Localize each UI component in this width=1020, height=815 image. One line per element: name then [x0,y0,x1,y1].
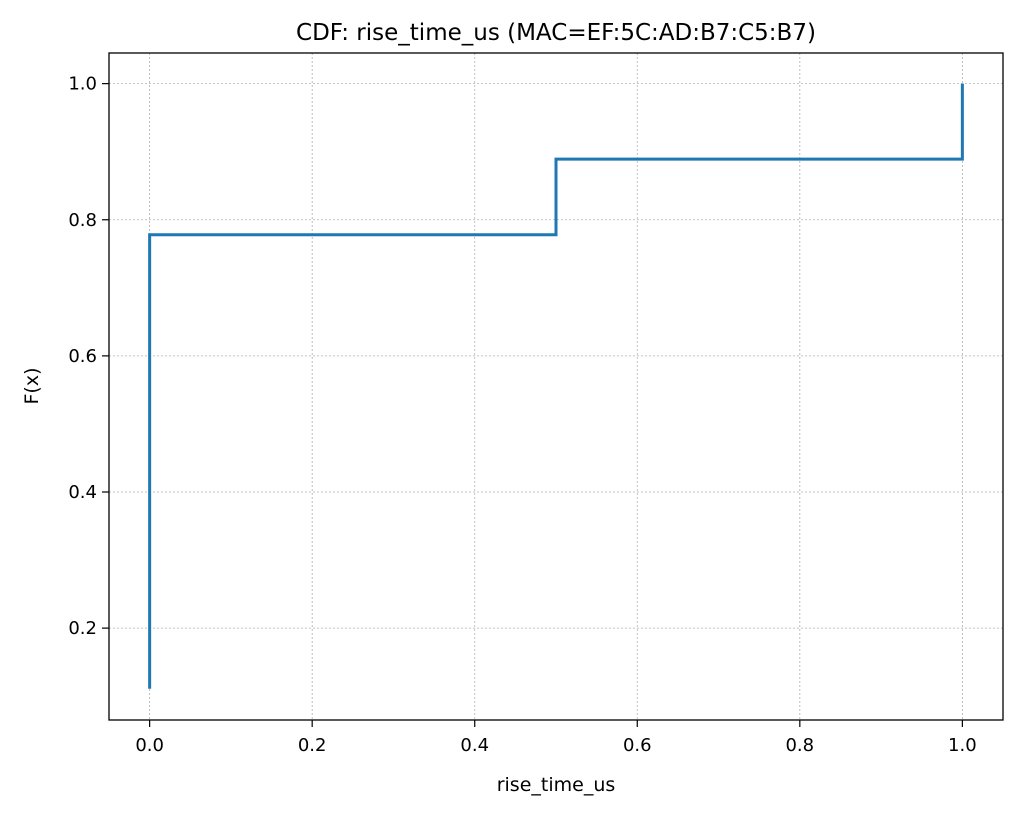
x-axis: 0.0 0.2 0.4 0.6 0.8 1.0 [135,720,977,756]
chart-title: CDF: rise_time_us (MAC=EF:5C:AD:B7:C5:B7… [296,20,816,46]
x-tick-label: 0.0 [135,735,164,756]
y-axis-label: F(x) [21,368,43,405]
y-tick-label: 0.4 [68,482,97,503]
grid [109,53,1003,720]
x-tick-label: 0.2 [298,735,327,756]
y-tick-label: 0.6 [68,346,97,367]
x-tick-label: 0.8 [785,735,814,756]
cdf-series-line [148,83,964,689]
plot-frame [108,52,1004,721]
y-tick-label: 0.2 [68,618,97,639]
y-axis: 0.2 0.4 0.6 0.8 1.0 [68,74,109,639]
x-axis-label: rise_time_us [497,774,616,796]
series-group [148,83,964,689]
x-tick-label: 0.6 [623,735,652,756]
x-tick-label: 1.0 [948,735,977,756]
y-tick-label: 0.8 [68,210,97,231]
y-tick-label: 1.0 [68,74,97,95]
x-tick-label: 0.4 [460,735,489,756]
